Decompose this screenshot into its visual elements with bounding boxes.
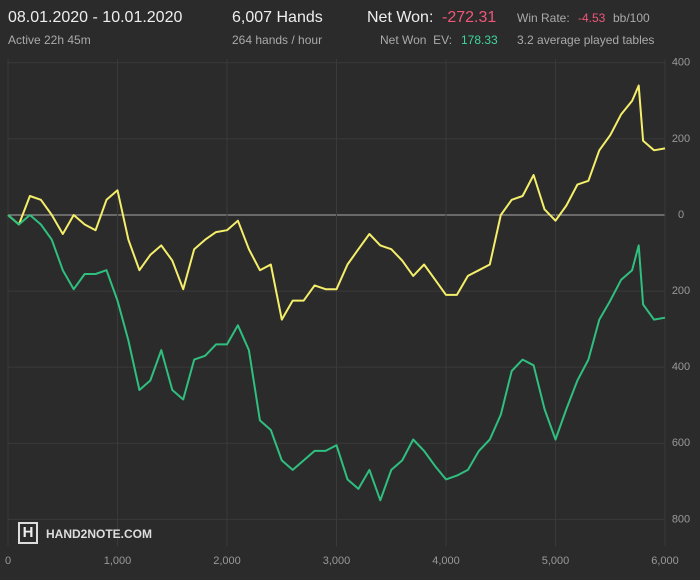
net-won-label: Net Won:	[367, 9, 434, 26]
hands: 6,007 Hands	[232, 9, 323, 26]
y-tick-label: 200	[672, 285, 690, 297]
date-range: 08.01.2020 - 10.01.2020	[8, 9, 183, 26]
hands-per-hour: 264 hands / hour	[232, 33, 323, 47]
x-tick-label: 2,000	[213, 555, 241, 567]
series-line	[7, 84, 666, 321]
y-tick-label: 0	[678, 209, 684, 221]
y-tick-label: 600	[672, 437, 690, 449]
x-tick-label: 4,000	[432, 555, 460, 567]
win-rate-value: -4.53	[578, 11, 606, 25]
active-time: Active 22h 45m	[8, 33, 91, 47]
x-tick-label: 0	[5, 555, 11, 567]
logo-text: HAND2NOTE.COM	[46, 527, 153, 541]
y-tick-label: 800	[672, 513, 690, 525]
y-tick-label: 400	[672, 57, 690, 69]
x-tick-label: 6,000	[651, 555, 679, 567]
y-tick-label: 400	[672, 361, 690, 373]
win-rate-label: Win Rate:	[517, 11, 570, 25]
tables: 3.2 average played tables	[517, 33, 655, 47]
logo-icon: H	[18, 522, 38, 544]
net-won-ev-label: Net Won EV:	[380, 33, 453, 47]
x-tick-label: 1,000	[104, 555, 132, 567]
net-won-ev-value: 178.33	[461, 33, 498, 47]
y-tick-label: 200	[672, 133, 690, 145]
win-rate-unit: bb/100	[613, 11, 650, 25]
series-line	[7, 214, 666, 502]
x-tick-label: 3,000	[323, 555, 351, 567]
net-won-value: -272.31	[442, 9, 497, 26]
x-tick-label: 5,000	[542, 555, 570, 567]
